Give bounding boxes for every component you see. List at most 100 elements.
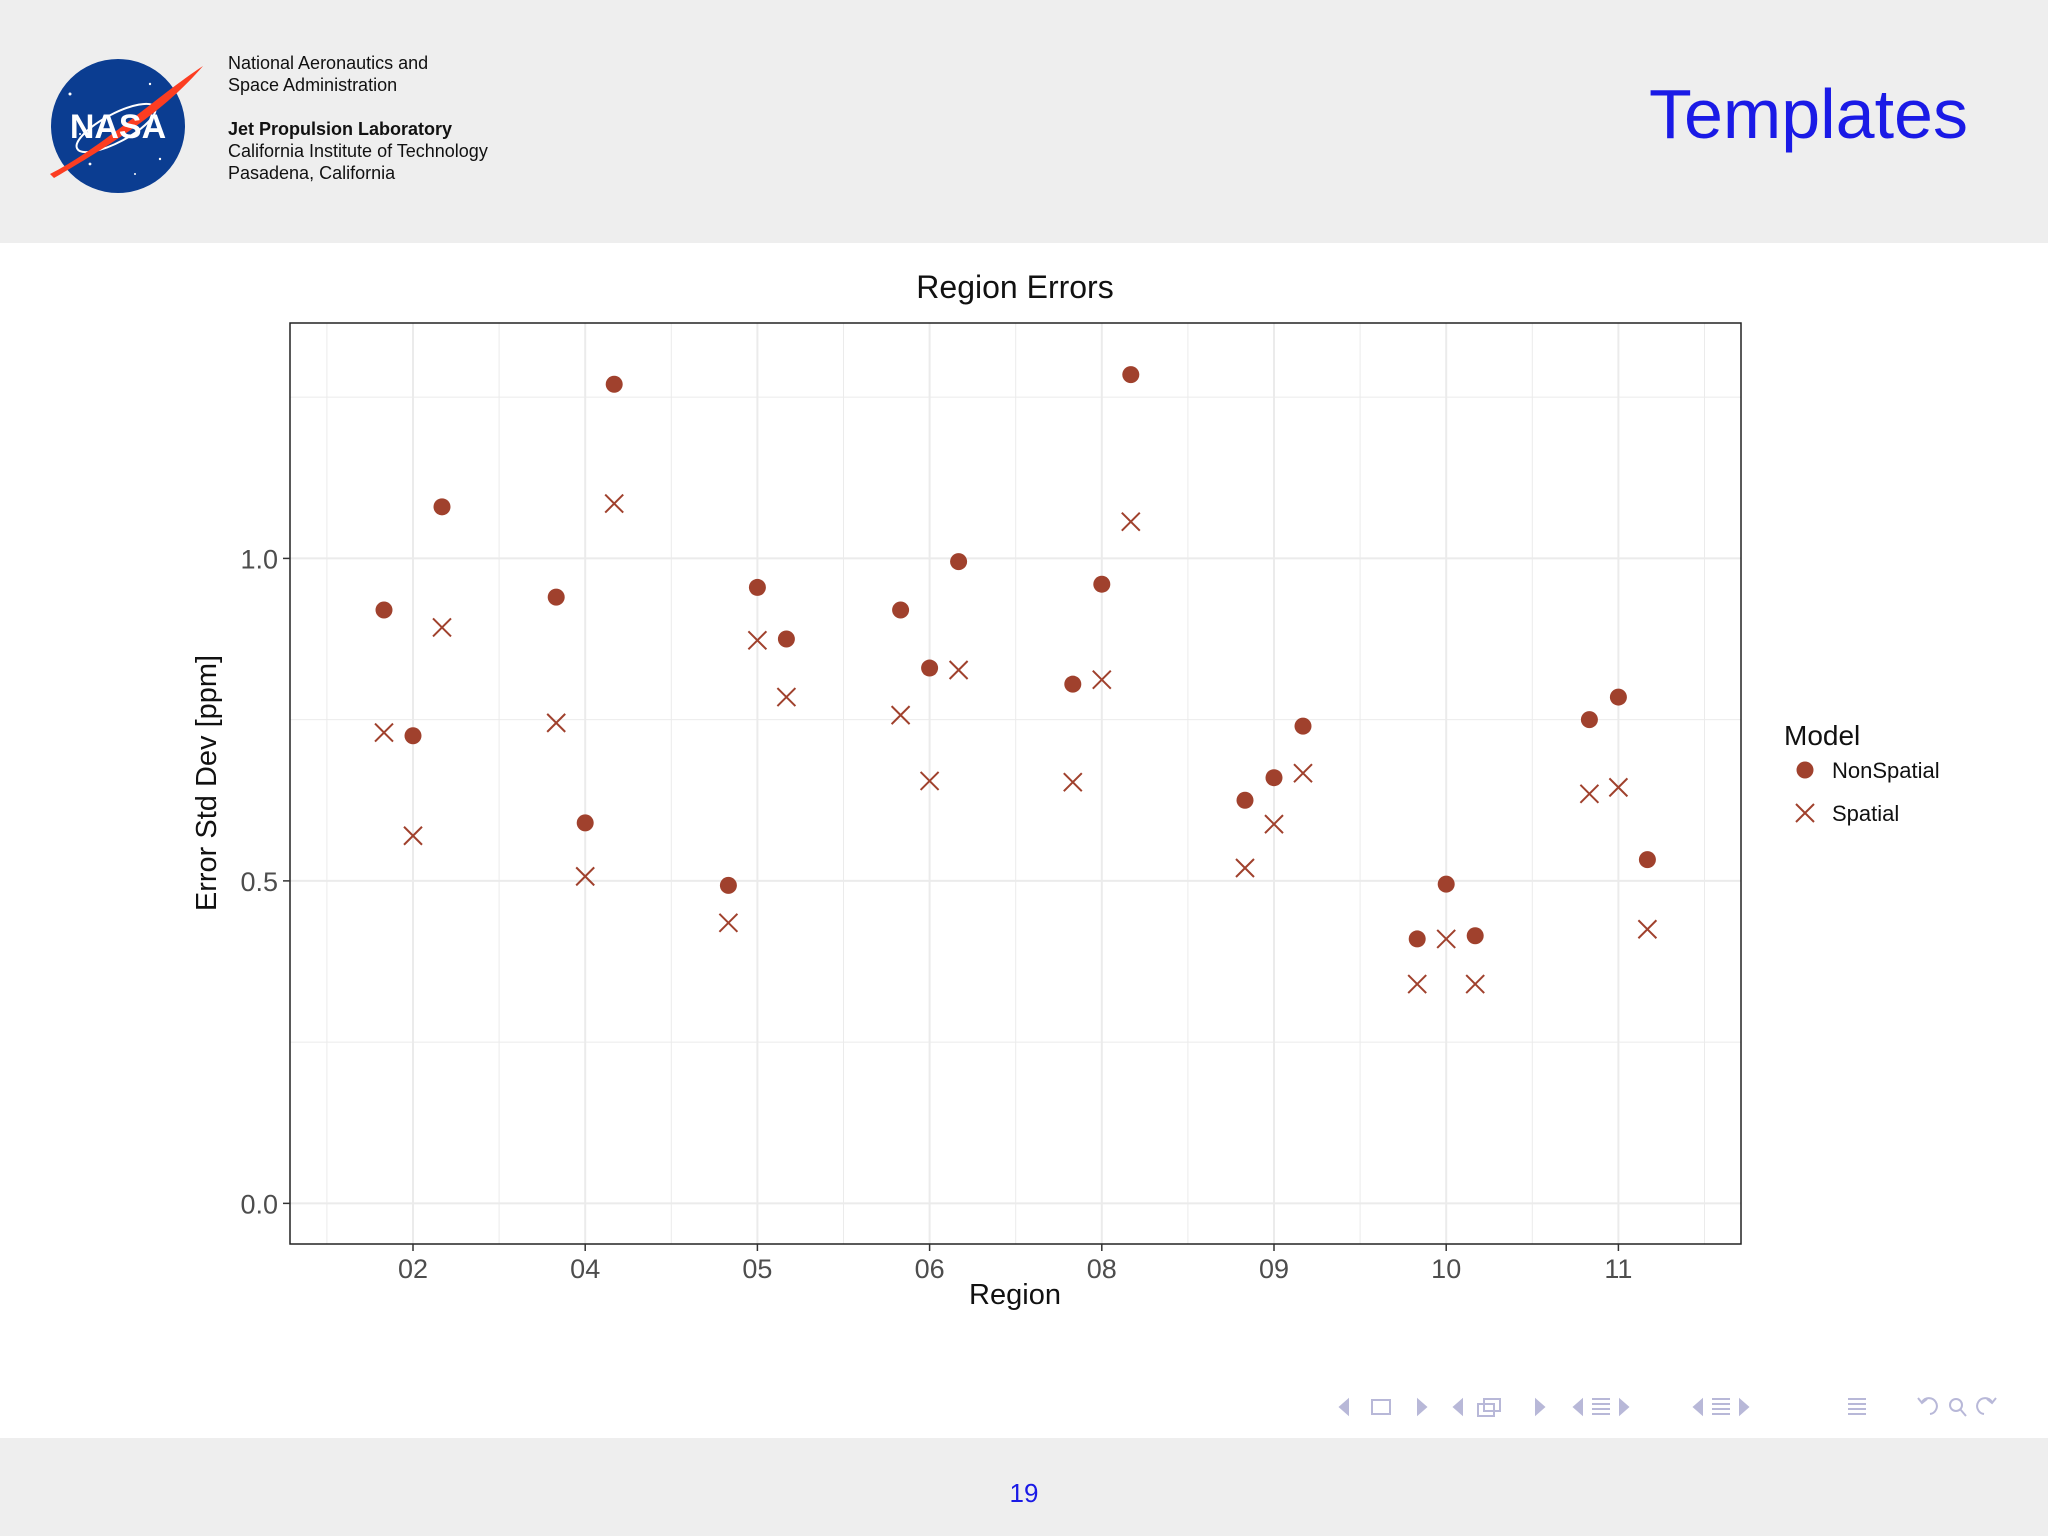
page-number: 19	[1009, 1478, 1039, 1508]
nonspatial-point	[1408, 930, 1426, 948]
nav-section-icon[interactable]	[1712, 1398, 1730, 1415]
spatial-point-stroke	[1407, 974, 1427, 994]
spatial-point-stroke	[403, 826, 423, 846]
nonspatial-point	[892, 601, 910, 619]
x-tick-label: 05	[742, 1254, 772, 1284]
nonspatial-point	[1796, 761, 1814, 779]
spatial-point-stroke	[432, 617, 452, 638]
nav-slide-icon[interactable]	[1371, 1399, 1391, 1415]
spatial-point-stroke	[374, 722, 394, 743]
nav-section-prev-icon[interactable]	[1692, 1397, 1703, 1417]
spatial-point-stroke	[575, 866, 595, 887]
nonspatial-point	[1580, 711, 1598, 729]
nonspatial-point	[1236, 791, 1254, 809]
series-spatial	[374, 493, 1658, 994]
spatial-point	[1465, 974, 1485, 994]
nav-frame-icon[interactable]	[1477, 1398, 1501, 1417]
spatial-point	[1436, 929, 1456, 949]
nonspatial-point	[748, 578, 766, 596]
y-tick-label: 0.0	[240, 1189, 278, 1219]
spatial-point-stroke	[1637, 919, 1658, 939]
grid-lines	[290, 323, 1741, 1244]
slide-title: Templates	[1648, 75, 1968, 153]
spatial-point	[374, 722, 394, 743]
spatial-point-stroke	[1608, 777, 1629, 798]
spatial-point-stroke	[1063, 772, 1083, 792]
nonspatial-point	[1609, 688, 1627, 706]
x-tick-label: 09	[1259, 1254, 1289, 1284]
chart-title: Region Errors	[916, 269, 1113, 305]
nonspatial-point	[1638, 851, 1656, 869]
nav-section-next-icon[interactable]	[1739, 1397, 1750, 1417]
spatial-point-stroke	[1092, 669, 1112, 690]
spatial-point	[1264, 814, 1284, 834]
legend-label: Spatial	[1832, 801, 1899, 826]
nonspatial-point	[576, 814, 594, 832]
nonspatial-point	[433, 498, 451, 516]
spatial-point	[1637, 919, 1658, 939]
org-line-1: National Aeronautics and	[228, 53, 429, 73]
nonspatial-point	[404, 727, 422, 745]
nav-slide-prev-icon[interactable]	[1338, 1397, 1349, 1417]
spatial-point-stroke	[546, 713, 566, 733]
y-axis-label: Error Std Dev [ppm]	[191, 655, 223, 911]
nonspatial-point	[1294, 717, 1312, 735]
lab-name: Jet Propulsion Laboratory	[228, 119, 453, 139]
slide-header: NASA National Aeronautics and Space Admi…	[0, 0, 2048, 243]
x-tick-label: 04	[570, 1254, 600, 1284]
nav-subsection-icon[interactable]	[1592, 1398, 1610, 1415]
nonspatial-point	[719, 876, 737, 894]
spatial-point-stroke	[890, 705, 911, 725]
nav-subsection-next-icon[interactable]	[1619, 1397, 1630, 1417]
spatial-point-stroke	[948, 660, 969, 680]
nav-frame-next-icon[interactable]	[1535, 1397, 1546, 1417]
org-line-2: Space Administration	[228, 75, 398, 95]
spatial-point-stroke	[1293, 763, 1313, 783]
nonspatial-point	[605, 375, 623, 393]
spatial-point	[575, 866, 595, 887]
y-tick-label: 1.0	[240, 544, 278, 574]
legend-label: NonSpatial	[1832, 758, 1940, 783]
x-axis-label: Region	[969, 1279, 1061, 1311]
y-tick-label: 0.5	[240, 867, 278, 897]
nav-subsection-prev-icon[interactable]	[1572, 1397, 1583, 1417]
beamer-navigation	[1338, 1397, 1997, 1417]
nav-frame-prev-icon[interactable]	[1452, 1397, 1463, 1417]
x-tick-label: 08	[1087, 1254, 1117, 1284]
spatial-point	[1579, 784, 1600, 804]
spatial-point	[432, 617, 452, 638]
spatial-point	[403, 826, 423, 846]
spatial-point-stroke	[1795, 803, 1815, 823]
spatial-point-stroke	[1235, 858, 1255, 878]
x-tick-label: 11	[1604, 1254, 1632, 1284]
spatial-point-stroke	[1121, 511, 1141, 532]
axes: 0.0 0.5 1.0 02 04 05 06 08 09 10 11	[240, 322, 1742, 1284]
spatial-point	[747, 630, 768, 651]
nonspatial-point	[547, 588, 565, 606]
legend-item-nonspatial: NonSpatial	[1796, 758, 1940, 783]
nav-back-icon[interactable]	[1917, 1397, 1938, 1415]
spatial-point	[776, 687, 797, 707]
legend-item-spatial: Spatial	[1795, 801, 1899, 826]
spatial-point-stroke	[747, 630, 768, 651]
spatial-point	[1092, 669, 1112, 690]
series-nonspatial	[375, 366, 1656, 948]
x-tick-label: 10	[1431, 1254, 1461, 1284]
nav-search-icon[interactable]	[1949, 1398, 1967, 1417]
logo-text: NASA	[70, 108, 166, 146]
nav-slide-next-icon[interactable]	[1417, 1397, 1428, 1417]
spatial-point-stroke	[1465, 974, 1485, 994]
legend-title: Model	[1784, 720, 1860, 751]
nonspatial-point	[1122, 366, 1140, 384]
spatial-point	[1608, 777, 1629, 798]
legend: Model NonSpatial Spatial	[1784, 720, 1940, 826]
nonspatial-point	[950, 553, 968, 571]
nav-document-icon[interactable]	[1848, 1398, 1866, 1415]
spatial-point-stroke	[718, 913, 739, 933]
nav-forward-icon[interactable]	[1976, 1397, 1997, 1415]
organization-block: National Aeronautics and Space Administr…	[228, 52, 488, 184]
spatial-point	[1235, 858, 1255, 878]
institution-line-2: Pasadena, California	[228, 163, 396, 183]
nonspatial-point	[1437, 875, 1455, 893]
spatial-point	[1795, 803, 1815, 823]
